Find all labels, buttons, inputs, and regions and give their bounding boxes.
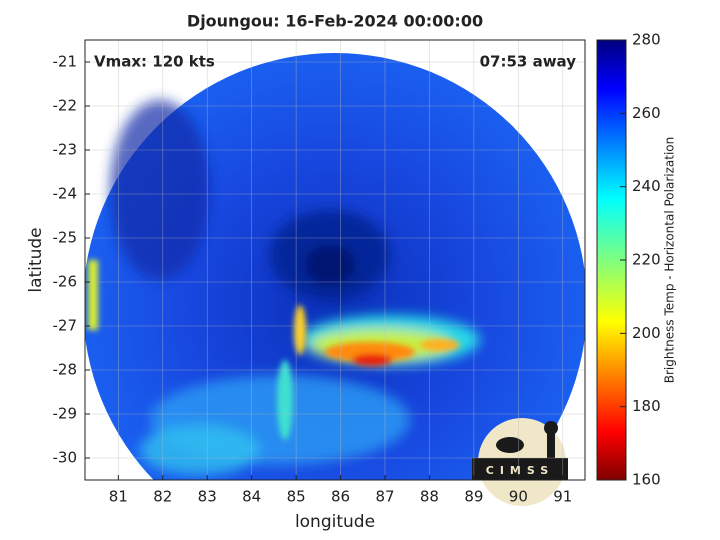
y-tick-label: -30	[53, 449, 78, 467]
x-tick-label: 81	[109, 488, 128, 506]
y-tick-label: -24	[53, 185, 78, 203]
x-tick-label: 91	[553, 488, 572, 506]
y-tick-label: -22	[53, 97, 78, 115]
x-tick-label: 83	[198, 488, 217, 506]
colorbar-tick-label: 240	[632, 177, 661, 195]
x-axis-label: longitude	[295, 512, 375, 532]
colorbar-label: Brightness Temp - Horizontal Polarizatio…	[663, 137, 677, 384]
plot-frame	[84, 39, 586, 481]
y-tick-label: -25	[53, 229, 78, 247]
y-tick-label: -27	[53, 317, 78, 335]
x-tick-label: 87	[375, 488, 394, 506]
logo: CIMSS	[472, 418, 568, 506]
annotation: Vmax: 120 kts	[94, 53, 215, 71]
colorbar-tick-label: 200	[632, 324, 661, 342]
x-tick-label: 90	[509, 488, 528, 506]
colorbar-tick-label: 160	[632, 471, 661, 489]
x-tick-label: 89	[464, 488, 483, 506]
y-tick-label: -23	[53, 141, 78, 159]
colorbar-tick-label: 260	[632, 104, 661, 122]
colorbar-tick-label: 220	[632, 251, 661, 269]
chart-title: Djoungou: 16-Feb-2024 00:00:00	[187, 12, 483, 31]
x-tick-label: 85	[287, 488, 306, 506]
colorbar-tick-label: 280	[632, 31, 661, 49]
y-tick-label: -28	[53, 361, 78, 379]
y-tick-label: -26	[53, 273, 78, 291]
y-axis-label: latitude	[26, 227, 46, 292]
y-tick-label: -21	[53, 53, 78, 71]
logo-text: CIMSS	[486, 464, 554, 477]
satellite-image	[85, 53, 585, 480]
x-tick-label: 82	[153, 488, 172, 506]
x-tick-label: 86	[331, 488, 350, 506]
grid	[85, 40, 585, 480]
y-tick-label: -29	[53, 405, 78, 423]
x-tick-label: 88	[420, 488, 439, 506]
annotation: 07:53 away	[480, 53, 577, 71]
colorbar-tick-label: 180	[632, 397, 661, 415]
x-tick-label: 84	[242, 488, 261, 506]
